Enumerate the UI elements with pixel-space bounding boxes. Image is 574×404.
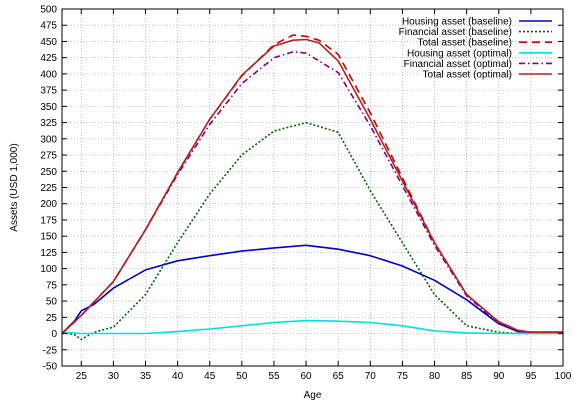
y-tick-label: 200 [40,199,57,210]
legend-label: Financial asset (optimal) [404,59,512,70]
x-tick-label: 40 [172,371,184,382]
y-tick-label: 25 [46,313,58,324]
y-tick-label: 150 [40,232,57,243]
y-tick-label: 425 [40,53,57,64]
series-line [61,38,563,335]
y-tick-label: 100 [40,264,57,275]
x-tick-label: 70 [365,371,377,382]
x-tick-label: 45 [204,371,216,382]
legend-label: Total asset (baseline) [418,38,513,49]
y-tick-label: -50 [43,362,58,373]
x-tick-label: 55 [268,371,280,382]
x-tick-label: 85 [461,371,473,382]
x-tick-label: 65 [333,371,345,382]
y-tick-label: 225 [40,183,57,194]
y-tick-label: 325 [40,118,57,129]
x-tick-label: 35 [140,371,152,382]
x-tick-label: 60 [301,371,313,382]
legend-label: Financial asset (baseline) [399,27,512,38]
y-tick-label: -25 [43,345,58,356]
y-tick-label: 475 [40,21,57,32]
series-lines [61,34,563,341]
x-tick-label: 30 [108,371,120,382]
x-tick-label: 100 [555,371,572,382]
y-axis-label: Assets (USD 1,000) [9,143,20,231]
series-line [61,244,563,335]
x-tick-label: 80 [429,371,441,382]
y-tick-label: 50 [46,297,58,308]
x-tick-label: 50 [236,371,248,382]
y-tick-label: 350 [40,102,57,113]
y-tick-label: 300 [40,134,57,145]
y-tick-label: 375 [40,86,57,97]
x-axis-label: Age [304,390,322,401]
legend-label: Total asset (optimal) [423,70,512,81]
y-tick-label: 450 [40,37,57,48]
x-tick-label: 95 [525,371,537,382]
y-tick-label: 125 [40,248,57,259]
series-line [61,319,563,335]
legend: Housing asset (baseline)Financial asset … [399,17,552,81]
y-tick-label: 0 [51,329,57,340]
y-tick-label: 175 [40,215,57,226]
x-tick-label: 90 [493,371,505,382]
series-line [62,121,563,341]
y-tick-labels: -50 -25 0 25 50 75 100 125 150 175 200 225 250 275 300… [40,5,57,373]
legend-label: Housing asset (optimal) [407,48,512,59]
series-line [61,51,563,335]
grid [62,8,564,367]
legend-label: Housing asset (baseline) [402,17,512,28]
y-tick-label: 400 [40,69,57,80]
x-tick-labels: 25 30 35 40 45 50 55 60 65 70 75 80 85 90 95 100 [76,371,572,382]
y-tick-label: 275 [40,151,57,162]
tick-marks [62,8,564,367]
y-tick-label: 250 [40,167,57,178]
x-tick-label: 75 [397,371,409,382]
y-tick-label: 75 [46,280,58,291]
x-tick-label: 25 [76,371,88,382]
y-tick-label: 500 [40,5,57,16]
